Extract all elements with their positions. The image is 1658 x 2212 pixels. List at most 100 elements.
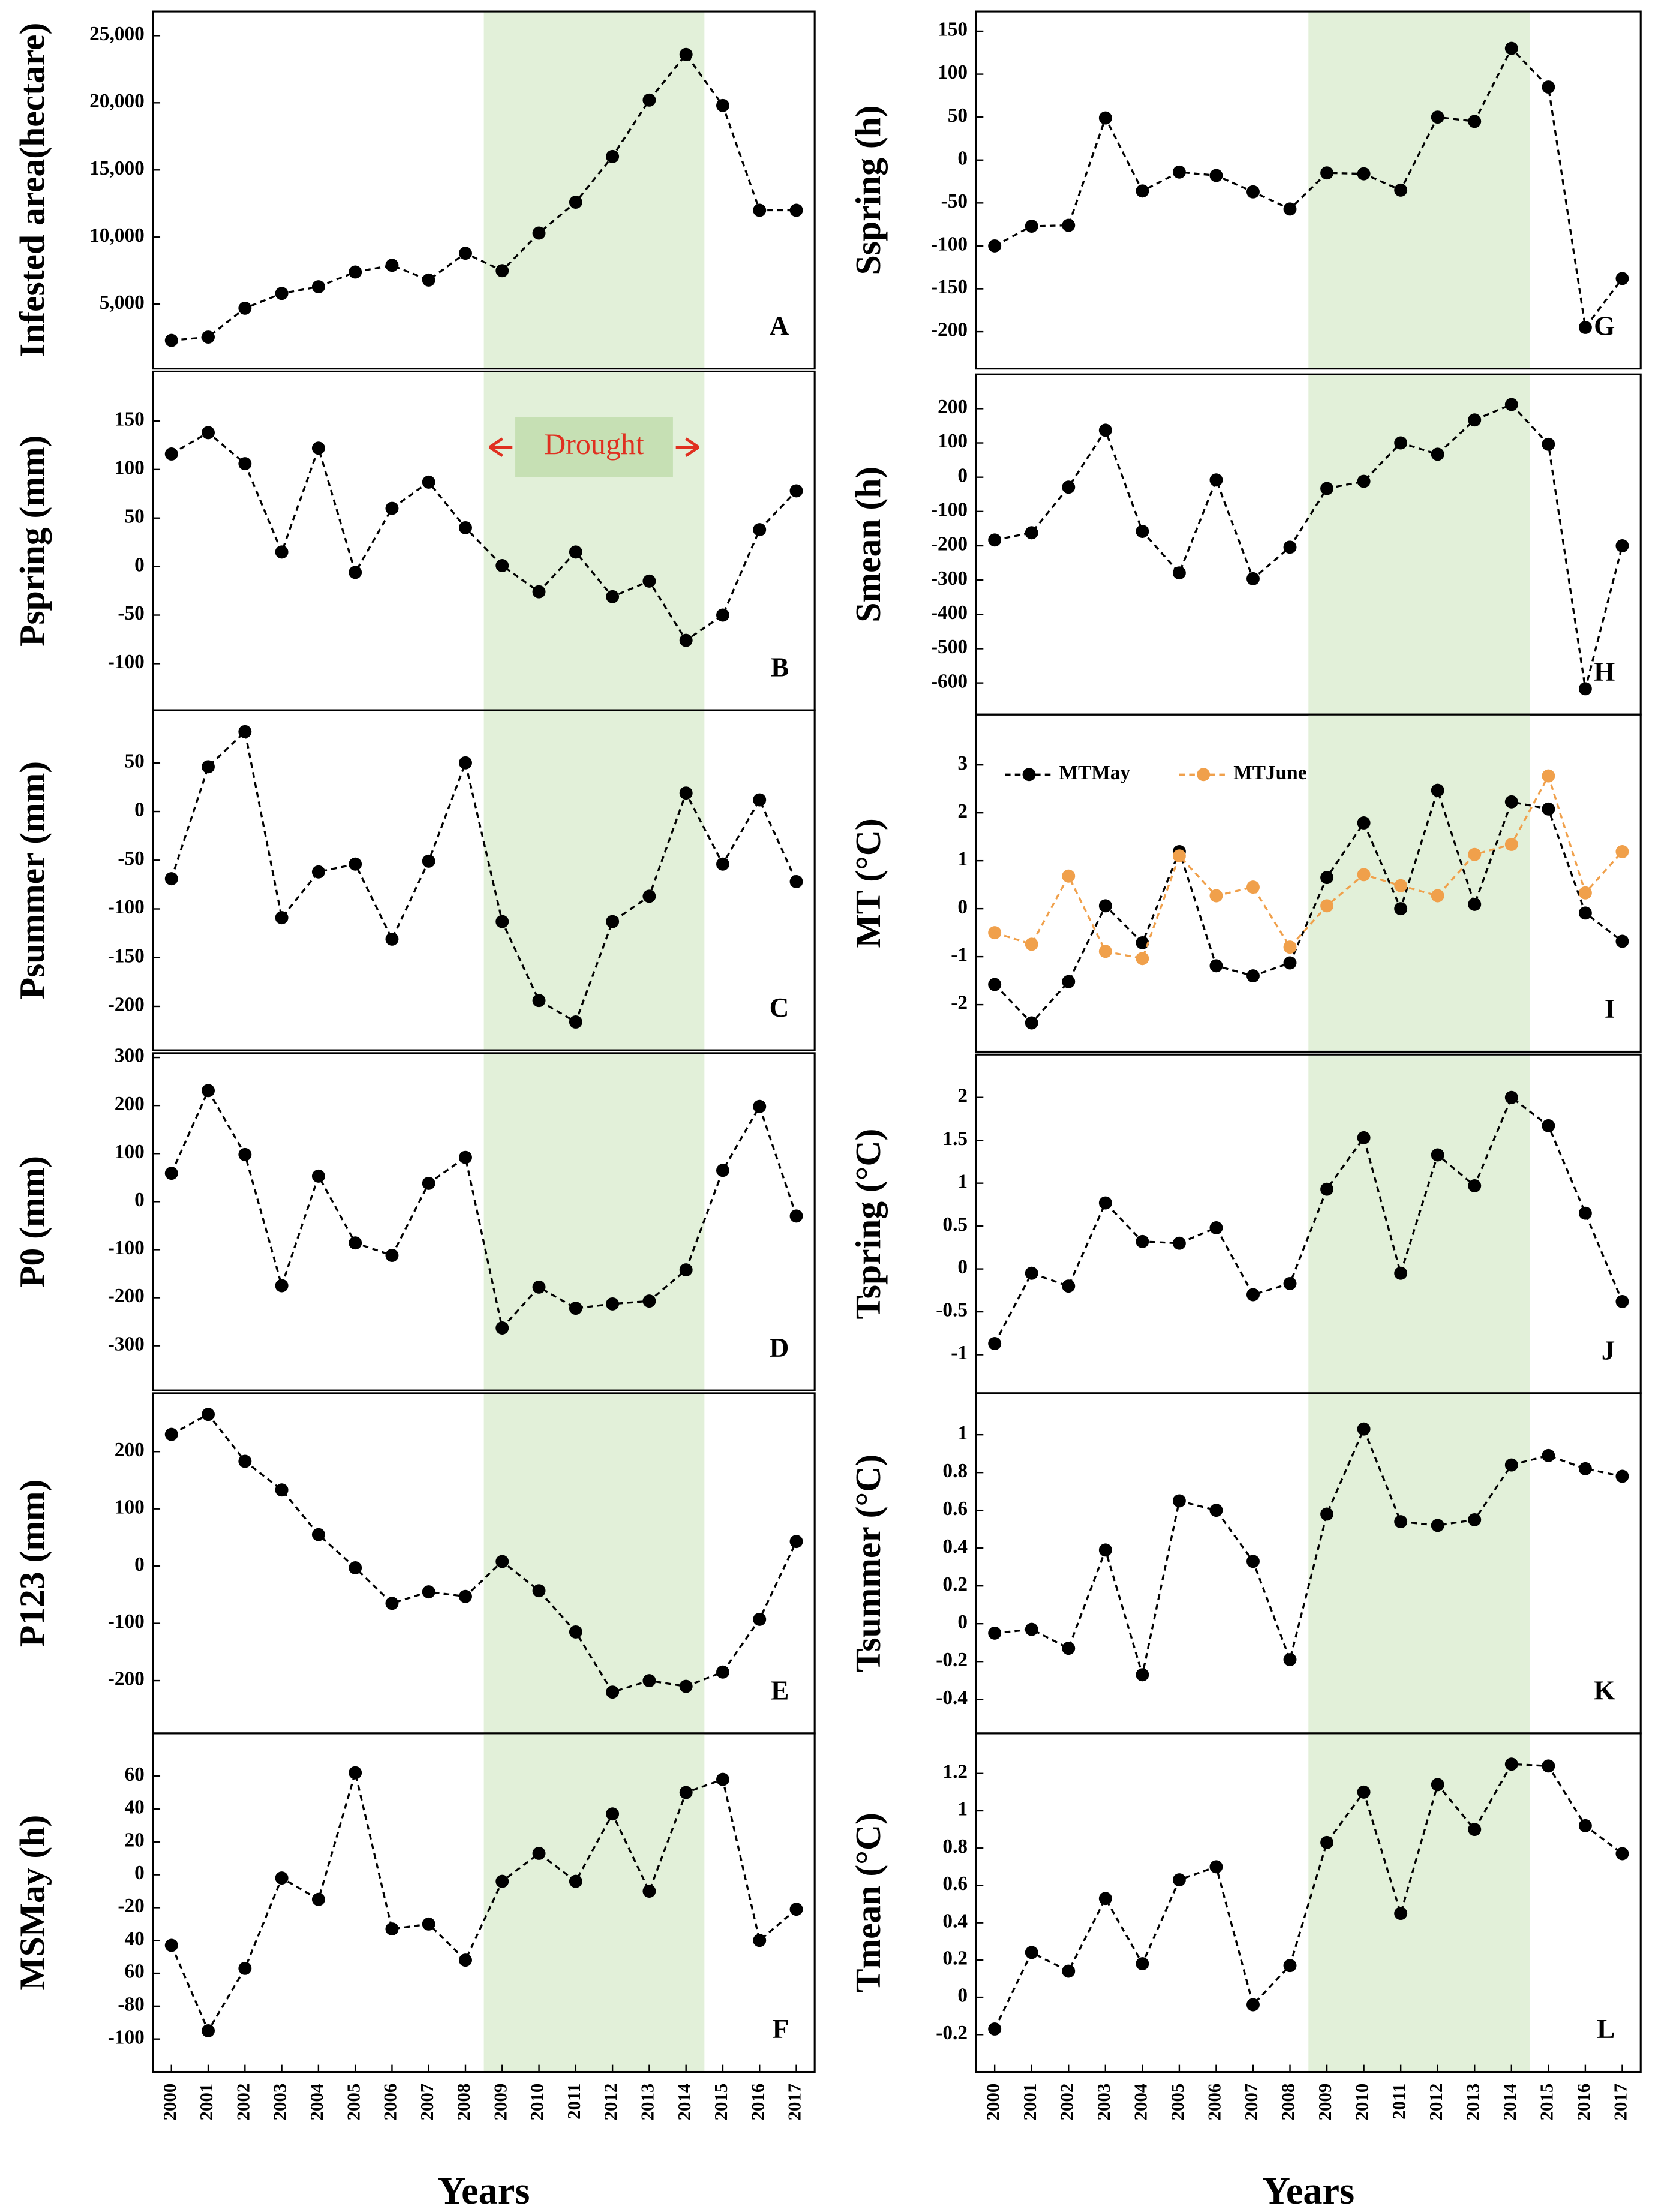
data-point — [1098, 1196, 1112, 1210]
data-point — [1504, 398, 1518, 411]
data-point — [1098, 1892, 1112, 1906]
y-tick-label: -100 — [931, 498, 968, 521]
y-tick-label: 20,000 — [89, 90, 145, 112]
data-point — [1246, 185, 1260, 199]
data-point — [164, 1427, 178, 1441]
data-point — [1431, 1778, 1444, 1792]
y-tick-label: 150 — [115, 408, 145, 431]
data-point — [385, 1922, 399, 1936]
data-point — [789, 1209, 803, 1223]
y-tick-label: 1 — [957, 848, 968, 870]
shade-region — [1308, 1393, 1530, 1733]
y-tick-label: -100 — [931, 233, 968, 256]
data-point — [1025, 526, 1038, 540]
y-tick-label: 0.6 — [942, 1873, 968, 1895]
data-point — [1025, 220, 1038, 233]
plot-frame — [975, 1732, 1642, 2073]
data-point — [311, 280, 325, 294]
y-tick-label: 60 — [124, 1763, 144, 1786]
data-point — [1357, 816, 1371, 830]
y-tick-label: -100 — [108, 1237, 145, 1259]
y-tick-label: 0 — [957, 464, 968, 486]
data-point — [753, 1099, 767, 1113]
data-point — [716, 857, 729, 871]
data-point — [988, 1337, 1002, 1350]
data-point — [1246, 969, 1260, 983]
y-tick-label: -200 — [931, 533, 968, 555]
y-axis-label: Tspring (°C) — [848, 1129, 888, 1320]
annotation: Drought — [544, 427, 644, 461]
data-point — [1136, 1234, 1149, 1248]
y-tick-label: 5,000 — [100, 291, 145, 314]
y-axis-label: Smean (h) — [848, 467, 888, 623]
data-point — [679, 1679, 693, 1693]
x-tick-label: 2016 — [1573, 2084, 1594, 2121]
data-point — [988, 239, 1002, 253]
data-point — [532, 994, 546, 1008]
data-point — [1098, 111, 1112, 125]
y-tick-label: -0.2 — [936, 1649, 968, 1671]
y-tick-label: 1.5 — [942, 1128, 968, 1150]
y-tick-label: 0.5 — [942, 1213, 968, 1236]
data-point — [238, 301, 252, 315]
data-point — [1394, 1515, 1408, 1529]
data-point — [422, 475, 435, 489]
x-tick-label: 2006 — [1204, 2084, 1225, 2121]
data-point — [422, 273, 435, 287]
data-point — [606, 1807, 620, 1821]
data-point — [238, 725, 252, 738]
data-point — [1578, 320, 1592, 334]
data-point — [1172, 849, 1186, 863]
data-point — [1209, 1504, 1223, 1517]
data-point — [202, 760, 215, 774]
data-point — [1320, 1507, 1334, 1521]
data-point — [1209, 889, 1223, 903]
data-point — [385, 1249, 399, 1263]
data-point — [459, 1589, 472, 1603]
y-tick-label: 0 — [134, 554, 145, 576]
y-tick-label: -200 — [108, 1668, 145, 1690]
data-point — [988, 2022, 1002, 2036]
y-tick-label: 2 — [957, 1084, 968, 1107]
x-tick-label: 2004 — [1130, 2084, 1151, 2121]
data-point — [1357, 868, 1371, 882]
y-tick-label: 0.2 — [942, 1947, 968, 1970]
x-tick-label: 2009 — [1314, 2084, 1335, 2121]
data-point — [789, 875, 803, 888]
data-point — [349, 1561, 362, 1574]
data-point — [422, 1176, 435, 1190]
data-point — [385, 259, 399, 272]
data-point — [1136, 952, 1149, 966]
plot-frame — [975, 713, 1642, 1053]
data-point — [753, 1612, 767, 1626]
shade-region — [483, 1053, 705, 1391]
y-tick-label: 200 — [115, 1093, 145, 1115]
data-point — [1578, 1206, 1592, 1220]
data-point — [1394, 879, 1408, 892]
panel-label: A — [770, 311, 789, 341]
data-point — [1025, 1946, 1038, 1959]
data-point — [311, 865, 325, 879]
y-tick-label: 1 — [957, 1798, 968, 1820]
y-axis-label: Infested area(hectare) — [12, 23, 52, 357]
y-tick-label: 1 — [957, 1170, 968, 1192]
data-point — [495, 1874, 509, 1888]
data-point — [1394, 902, 1408, 916]
data-point — [311, 441, 325, 455]
data-point — [1468, 1513, 1482, 1526]
data-point — [422, 854, 435, 868]
y-tick-label: 100 — [115, 1141, 145, 1163]
y-tick-label: -1 — [951, 944, 968, 966]
data-point — [1098, 1543, 1112, 1557]
data-point — [1357, 474, 1371, 488]
data-point — [1320, 1182, 1334, 1196]
data-point — [1320, 482, 1334, 495]
panel-label: G — [1594, 311, 1615, 341]
y-axis-label: P0 (mm) — [12, 1156, 52, 1288]
data-point — [422, 1917, 435, 1931]
y-tick-label: -100 — [108, 2026, 145, 2048]
data-point — [532, 585, 546, 599]
x-tick-label: 2015 — [710, 2084, 731, 2121]
y-tick-label: 0 — [957, 147, 968, 169]
y-tick-label: -0.5 — [936, 1299, 968, 1321]
